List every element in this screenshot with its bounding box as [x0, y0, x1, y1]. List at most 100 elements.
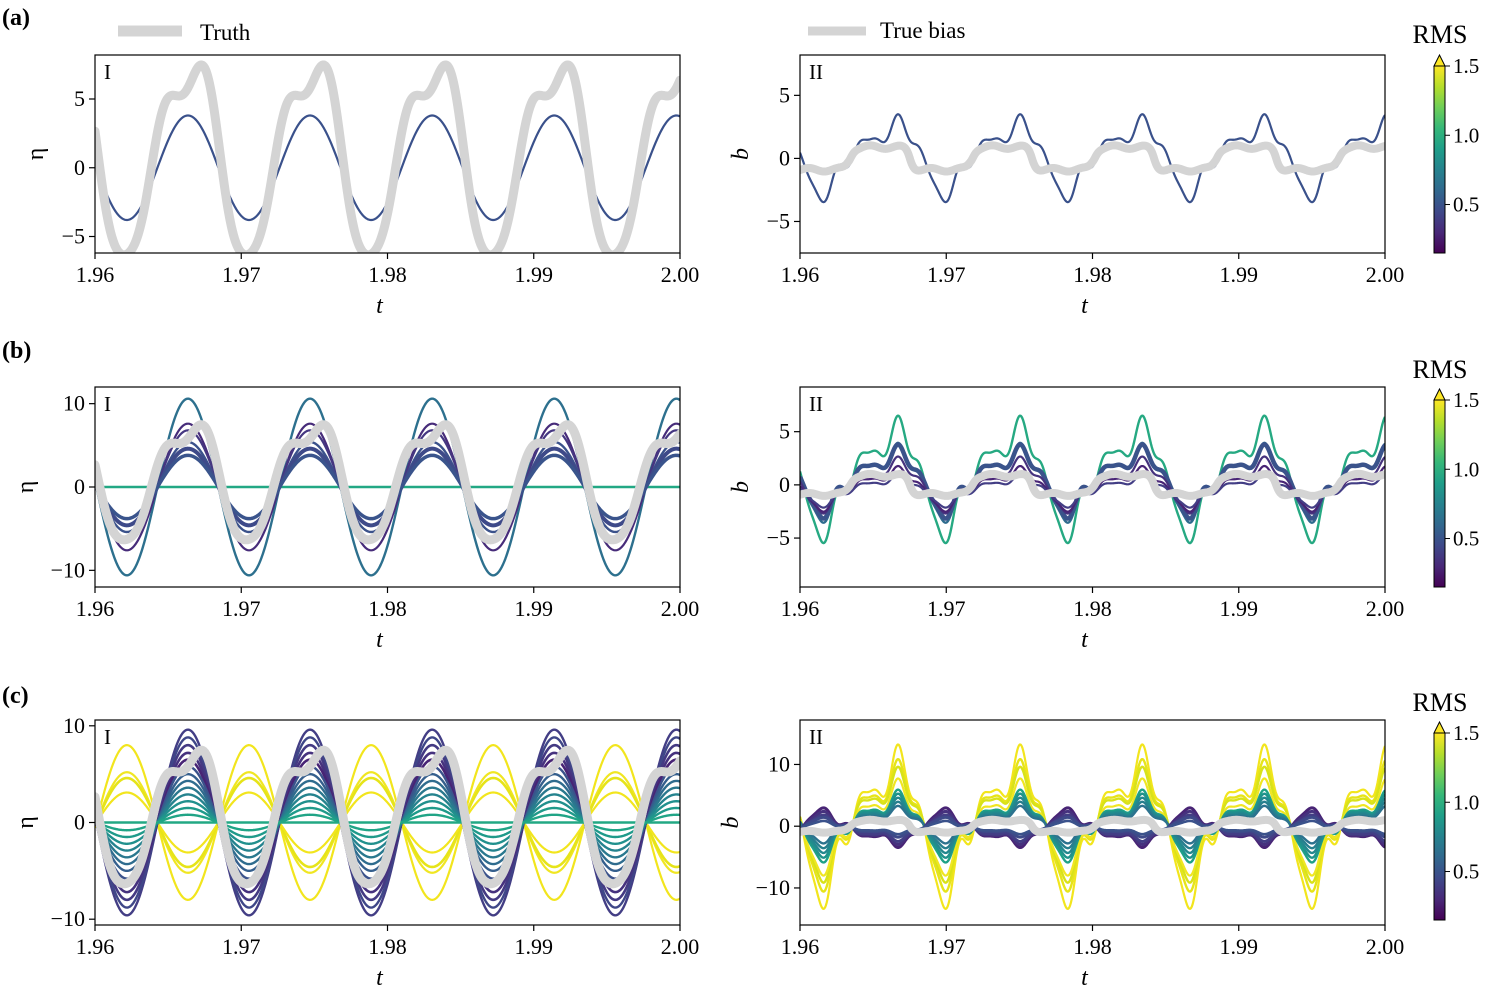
- x-axis-label: t: [1081, 293, 1089, 319]
- axes-a-I: 1.96 1.97 1.98 1.99 2.00 −5 0 5 t η I: [23, 54, 700, 319]
- colorbar-a: 0.5 1.0 1.5 RMS: [1413, 20, 1479, 254]
- colorbar-tick-label: 0.5: [1453, 860, 1479, 884]
- colorbar-tick-label: 0.5: [1453, 193, 1479, 217]
- x-tick-label: 2.00: [661, 262, 700, 287]
- colorbar-tick-label: 1.0: [1453, 790, 1479, 814]
- truth-line: [800, 469, 1385, 500]
- colorbar-tick-label: 1.5: [1453, 388, 1479, 412]
- y-tick-label: −5: [767, 525, 790, 550]
- row-tag-c: (c): [2, 683, 29, 709]
- x-axis-label: t: [376, 965, 384, 988]
- colorbar-extend-arrow: [1433, 53, 1446, 67]
- y-tick-label: 0: [74, 474, 85, 499]
- plot-area: [95, 60, 680, 253]
- x-tick-label: 1.99: [1220, 262, 1259, 287]
- x-tick-label: 1.98: [1073, 596, 1112, 621]
- colorbar-c: 0.5 1.0 1.5 RMS: [1413, 688, 1479, 921]
- colorbar-frame: [1433, 66, 1446, 254]
- colorbar-frame: [1433, 400, 1446, 588]
- y-tick-label: 10: [768, 751, 790, 776]
- x-tick-label: 1.97: [927, 934, 966, 959]
- colorbar-frame: [1433, 733, 1446, 921]
- y-tick-label: 0: [779, 145, 790, 170]
- colorbar-title: RMS: [1413, 688, 1468, 717]
- axes-c-I: 1.96 1.97 1.98 1.99 2.00 −10 0 10 t η I: [13, 713, 699, 988]
- colorbar-b: 0.5 1.0 1.5 RMS: [1413, 355, 1479, 588]
- x-tick-label: 1.98: [1073, 934, 1112, 959]
- y-tick-label: 5: [74, 86, 85, 111]
- y-axis-label: b: [718, 817, 744, 829]
- colorbar-extend-arrow: [1433, 720, 1446, 734]
- colorbar-tick-label: 1.0: [1453, 123, 1479, 147]
- axes-b-I: 1.96 1.97 1.98 1.99 2.00 −10 0 10 t η I: [13, 386, 700, 653]
- colorbar-tick-label: 1.5: [1453, 54, 1479, 78]
- panel-numeral: II: [809, 392, 823, 416]
- x-tick-label: 1.96: [76, 934, 115, 959]
- x-tick-label: 1.99: [515, 596, 554, 621]
- y-axis-label: η: [23, 148, 49, 161]
- x-tick-label: 1.98: [1073, 262, 1112, 287]
- panel-numeral: I: [104, 60, 111, 84]
- truth-line: [800, 141, 1385, 176]
- x-tick-label: 1.98: [368, 596, 407, 621]
- axes-b-II: 1.96 1.97 1.98 1.99 2.00 −5 0 5 t b II: [728, 386, 1405, 653]
- row-tag-a: (a): [2, 5, 30, 31]
- colorbar-title: RMS: [1413, 355, 1468, 384]
- y-axis-label: b: [728, 148, 754, 160]
- y-axis-label: η: [13, 816, 39, 829]
- x-tick-label: 1.97: [927, 262, 966, 287]
- x-tick-label: 1.97: [222, 934, 261, 959]
- y-axis-label: b: [728, 481, 754, 493]
- legend-truth: Truth: [118, 20, 251, 45]
- x-tick-label: 1.97: [222, 596, 261, 621]
- plot-area: [800, 113, 1385, 204]
- colorbar-gradient: [1434, 66, 1445, 253]
- x-axis-label: t: [376, 293, 384, 319]
- panel-numeral: I: [104, 392, 111, 416]
- colorbar-tick-label: 1.0: [1453, 457, 1479, 481]
- x-tick-label: 1.96: [781, 596, 820, 621]
- colorbar-gradient: [1434, 400, 1445, 587]
- x-tick-label: 2.00: [661, 934, 700, 959]
- x-tick-label: 1.96: [76, 262, 115, 287]
- axes-c-II: 1.96 1.97 1.98 1.99 2.00 −10 0 10 t b II: [718, 719, 1405, 988]
- plot-area: [95, 728, 680, 917]
- x-tick-label: 1.98: [368, 934, 407, 959]
- plot-area: [95, 397, 680, 577]
- x-tick-label: 2.00: [1366, 934, 1405, 959]
- truth-line: [95, 60, 680, 253]
- x-axis-label: t: [1081, 627, 1089, 653]
- panel-numeral: II: [809, 725, 823, 749]
- y-tick-label: −5: [62, 224, 85, 249]
- truth-line: [800, 815, 1385, 837]
- y-tick-label: 5: [779, 419, 790, 444]
- x-tick-label: 1.97: [222, 262, 261, 287]
- panel-numeral: I: [104, 725, 111, 749]
- x-axis-label: t: [376, 627, 384, 653]
- y-tick-label: 5: [779, 82, 790, 107]
- x-tick-label: 1.99: [1220, 596, 1259, 621]
- y-tick-label: −10: [51, 906, 85, 931]
- plot-area: [800, 743, 1385, 910]
- y-tick-label: −5: [767, 208, 790, 233]
- y-tick-label: −10: [51, 557, 85, 582]
- row-tag-b: (b): [2, 338, 31, 364]
- x-tick-label: 1.99: [515, 262, 554, 287]
- x-tick-label: 1.97: [927, 596, 966, 621]
- truth-line: [95, 420, 680, 545]
- y-tick-label: 0: [779, 813, 790, 838]
- x-tick-label: 1.96: [781, 934, 820, 959]
- legend-true-bias: True bias: [808, 18, 965, 43]
- x-tick-label: 2.00: [1366, 596, 1405, 621]
- x-tick-label: 2.00: [661, 596, 700, 621]
- y-tick-label: 0: [74, 155, 85, 180]
- x-tick-label: 1.96: [781, 262, 820, 287]
- legend-true-bias-label: True bias: [880, 18, 965, 43]
- x-tick-label: 1.96: [76, 596, 115, 621]
- y-tick-label: 0: [74, 810, 85, 835]
- x-axis-label: t: [1081, 965, 1089, 988]
- colorbar-tick-label: 0.5: [1453, 527, 1479, 551]
- x-tick-label: 1.99: [515, 934, 554, 959]
- y-tick-label: −10: [756, 875, 790, 900]
